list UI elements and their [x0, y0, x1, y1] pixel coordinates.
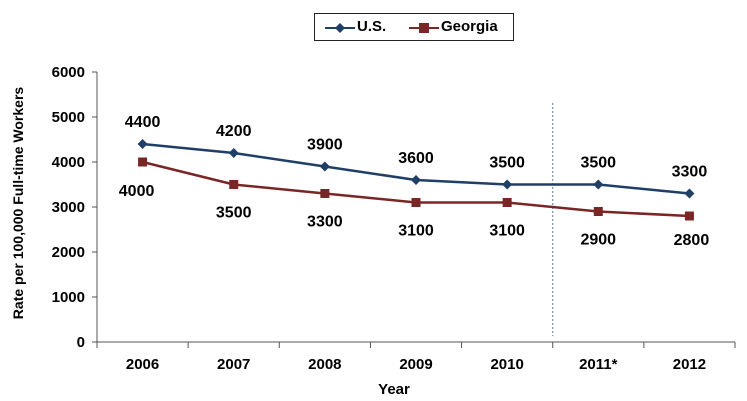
data-label-us: 3900 — [307, 137, 343, 154]
legend-label-georgia: Georgia — [441, 18, 498, 35]
data-point-georgia — [593, 207, 603, 216]
y-tick-label: 5000 — [52, 109, 85, 126]
data-point-georgia — [411, 198, 421, 207]
y-tick-label: 6000 — [52, 64, 85, 81]
data-point-georgia — [502, 198, 512, 207]
legend: U.S. Georgia — [314, 13, 514, 41]
x-tick-label: 2007 — [217, 356, 250, 373]
data-label-georgia: 3100 — [398, 223, 434, 240]
y-tick-label: 4000 — [52, 154, 85, 171]
data-label-georgia: 4000 — [119, 183, 155, 200]
x-tick-label: 2006 — [126, 356, 159, 373]
x-axis-title: Year — [378, 381, 410, 396]
data-label-us: 3500 — [580, 155, 616, 172]
x-tick-label: 2009 — [399, 356, 432, 373]
data-point-us — [411, 175, 421, 185]
data-label-us: 4400 — [125, 114, 161, 131]
data-label-us: 3600 — [398, 150, 434, 167]
data-point-georgia — [684, 211, 694, 221]
data-label-georgia: 2900 — [580, 232, 616, 249]
data-label-us: 3500 — [489, 155, 525, 172]
y-tick-label: 2000 — [52, 244, 85, 261]
data-label-us: 3300 — [672, 164, 708, 181]
y-tick-label: 1000 — [52, 289, 85, 306]
y-tick-label: 3000 — [52, 199, 85, 216]
data-label-us: 4200 — [216, 123, 252, 140]
data-point-us — [228, 148, 239, 158]
x-tick-label: 2008 — [308, 356, 341, 373]
data-label-georgia: 3100 — [489, 223, 525, 240]
x-tick-label: 2012 — [673, 356, 706, 373]
data-point-us — [593, 179, 604, 190]
data-label-georgia: 3300 — [307, 214, 343, 231]
data-label-georgia: 2800 — [674, 232, 710, 249]
data-point-georgia — [138, 157, 148, 167]
legend-marker-us — [325, 23, 355, 33]
data-point-us — [137, 139, 148, 149]
legend-label-us: U.S. — [357, 18, 387, 35]
x-tick-label: 2011* — [579, 356, 618, 373]
legend-marker-georgia — [409, 23, 439, 33]
data-point-us — [319, 161, 330, 172]
data-point-us — [502, 179, 513, 190]
data-label-georgia: 3500 — [216, 205, 252, 222]
data-point-georgia — [320, 189, 330, 198]
y-tick-label: 0 — [77, 334, 85, 351]
x-tick-label: 2010 — [490, 356, 523, 373]
data-point-us — [684, 188, 695, 199]
y-axis-title: Rate per 100,000 Full-time Workers — [10, 87, 26, 320]
data-point-georgia — [229, 180, 239, 189]
